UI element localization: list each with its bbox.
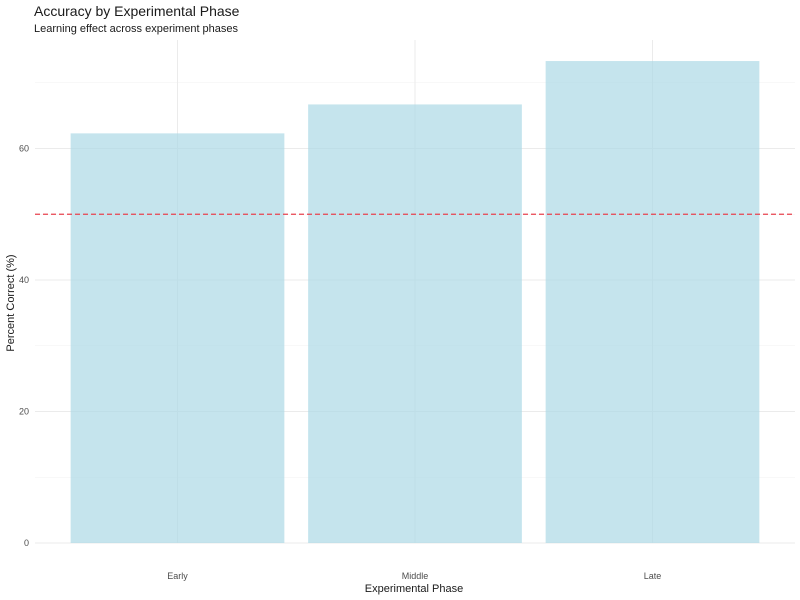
y-axis-title: Percent Correct (%) (5, 254, 17, 351)
x-tick-label-early: Early (167, 571, 188, 581)
bar-middle (308, 104, 522, 544)
chart-title: Accuracy by Experimental Phase (34, 3, 240, 19)
y-tick-label: 40 (19, 275, 29, 285)
chart-subtitle: Learning effect across experiment phases (34, 23, 239, 35)
x-tick-label-late: Late (644, 571, 662, 581)
y-tick-label: 60 (19, 143, 29, 153)
x-axis-title: Experimental Phase (365, 583, 463, 595)
y-tick-label: 0 (24, 538, 29, 548)
y-tick-label: 20 (19, 406, 29, 416)
bar-early (70, 133, 285, 544)
bars (70, 61, 760, 544)
y-tick-labels: 0 20 40 60 (19, 143, 29, 548)
x-tick-labels: Early Middle Late (167, 571, 661, 581)
bar-late (545, 61, 760, 543)
x-tick-label-middle: Middle (402, 571, 429, 581)
